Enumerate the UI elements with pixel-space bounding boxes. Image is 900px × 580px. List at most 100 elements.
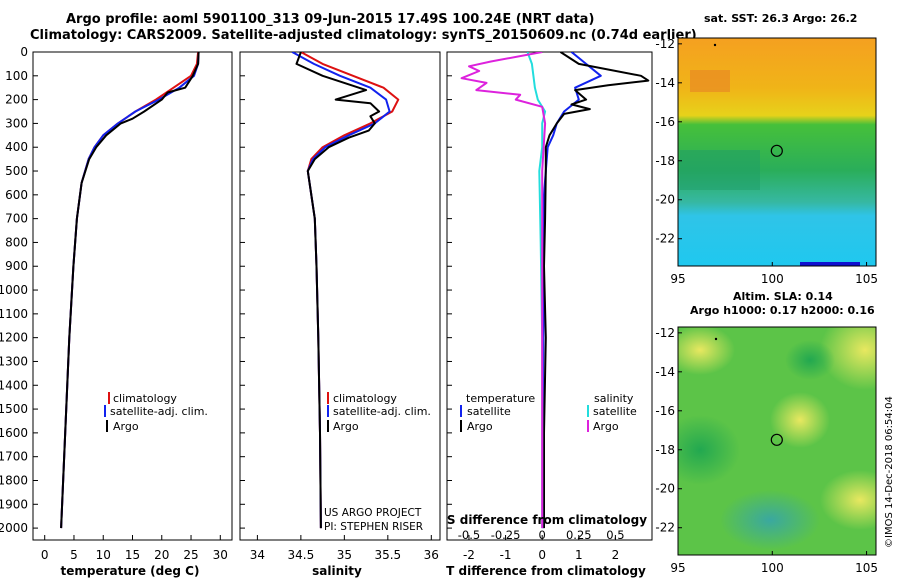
depth-tick-label: 1800 <box>0 473 28 487</box>
legend-label-s-argo: Argo <box>593 420 619 433</box>
depth-tick-label: 400 <box>5 140 28 154</box>
difference-legend: temperature satellite Argo salinity sate… <box>460 392 637 433</box>
lon-tick-label: 105 <box>855 561 878 575</box>
sla-high-patch <box>820 470 876 530</box>
lat-tick-label: -14 <box>655 76 675 90</box>
sst-cool-patch <box>680 150 760 190</box>
lat-tick-label: -16 <box>655 404 675 418</box>
s-diff-tick-label: 0.5 <box>606 528 624 542</box>
depth-tick-label: 1500 <box>0 402 28 416</box>
legend-label-satellite: satellite-adj. clim. <box>110 405 208 418</box>
depth-tick-label: 1700 <box>0 450 28 464</box>
lon-tick-label: 100 <box>761 272 784 286</box>
lat-tick-label: -22 <box>655 521 675 535</box>
x-tick-label: 15 <box>125 548 140 562</box>
sla-low-patch <box>785 340 835 380</box>
sst-map-ticks: 95 100 105 -12 -14 -16 -18 -20 -22 <box>655 37 878 286</box>
lon-tick-label: 95 <box>670 272 685 286</box>
island-dot <box>713 43 717 47</box>
x-tick-label: 25 <box>183 548 198 562</box>
series-line-t-satellite <box>541 52 602 529</box>
depth-tick-label: 1600 <box>0 426 28 440</box>
depth-tick-label: 1900 <box>0 497 28 511</box>
legend-label-t-argo: Argo <box>467 420 493 433</box>
s-diff-tick-label: -0.5 <box>458 528 480 542</box>
s-diff-tick-label: -0.25 <box>491 528 521 542</box>
x-tick-label: 35.5 <box>374 548 401 562</box>
float-position-marker <box>770 433 783 446</box>
legend-heading-salinity: salinity <box>594 392 634 405</box>
legend-label-climatology: climatology <box>113 392 177 405</box>
sla-map-ticks: 95 100 105 -12 -14 -16 -18 -20 -22 <box>655 326 878 575</box>
lat-tick-label: -14 <box>655 365 675 379</box>
lat-tick-label: -20 <box>655 193 675 207</box>
x-tick-label: 35 <box>337 548 352 562</box>
temperature-series <box>60 52 200 529</box>
s-diff-tick-label: 0 <box>539 528 546 542</box>
series-line-argo <box>295 52 381 529</box>
legend-label-argo: Argo <box>333 420 359 433</box>
s-difference-axis-label: S difference from climatology <box>447 513 647 527</box>
depth-tick-label: 2000 <box>0 521 28 535</box>
float-position-marker <box>770 144 783 157</box>
depth-tick-label: 1200 <box>0 331 28 345</box>
sla-high-patch <box>770 392 830 448</box>
lat-tick-label: -16 <box>655 115 675 129</box>
sla-map-title-line1: Altim. SLA: 0.14 <box>733 290 833 303</box>
x-tick-label: 34.5 <box>288 548 315 562</box>
legend-label-s-satellite: satellite <box>593 405 637 418</box>
temperature-panel: 0 5 10 15 20 25 30 temperature (deg C) climato… <box>32 51 233 578</box>
x-tick-label: 36 <box>424 548 439 562</box>
x-tick-label: 1 <box>575 548 583 562</box>
island-dot <box>714 337 718 341</box>
sla-map-frame <box>677 326 877 556</box>
lon-tick-label: 95 <box>670 561 685 575</box>
x-tick-label: 5 <box>70 548 78 562</box>
sla-high-patch <box>678 327 735 375</box>
lon-tick-label: 105 <box>855 272 878 286</box>
depth-tick-label: 100 <box>5 69 28 83</box>
x-tick-label: 0 <box>41 548 49 562</box>
lat-tick-label: -18 <box>655 154 675 168</box>
depth-tick-label: 900 <box>5 259 28 273</box>
lat-tick-label: -22 <box>655 232 675 246</box>
salinity-plot-frame <box>239 51 441 541</box>
header-title-line2: Climatology: CARS2009. Satellite-adjuste… <box>30 28 697 43</box>
x-tick-label: 20 <box>154 548 169 562</box>
sla-low-patch <box>678 415 740 485</box>
sst-map: 95 100 105 -12 -14 -16 -18 -20 -22 <box>655 37 878 286</box>
depth-tick-label: 300 <box>5 116 28 130</box>
sla-low-patch <box>720 490 820 550</box>
depth-tick-label: 0 <box>20 45 28 59</box>
temperature-legend: climatology satellite-adj. clim. Argo <box>104 392 208 433</box>
salinity-legend: climatology satellite-adj. clim. Argo <box>327 392 431 433</box>
salinity-series <box>291 52 400 529</box>
series-line-s-argo <box>460 52 547 529</box>
difference-plot-frame <box>446 51 653 541</box>
x-tick-label: 10 <box>96 548 111 562</box>
salinity-panel: 34 34.5 35 35.5 36 salinity climatology sate… <box>239 51 441 578</box>
sst-missing-strip <box>800 262 860 266</box>
sla-map-title-line2: Argo h1000: 0.17 h2000: 0.16 <box>690 304 875 317</box>
lon-tick-label: 100 <box>761 561 784 575</box>
x-tick-label: -1 <box>500 548 512 562</box>
series-line-t-argo <box>543 52 650 529</box>
depth-axis: 0 100 200 300 400 500 600 700 800 900 1000 1100 1200… <box>0 45 28 535</box>
x-tick-label: 0 <box>538 548 546 562</box>
s-diff-tick-label: 0.25 <box>566 528 592 542</box>
sla-map: 95 100 105 -12 -14 -16 -18 -20 -22 <box>655 326 878 575</box>
difference-panel: -2 -1 0 1 2 -0.5 -0.25 0 0.25 0.5 T difference fr… <box>446 51 653 578</box>
legend-heading-temperature: temperature <box>466 392 535 405</box>
sst-warm-patch <box>690 70 730 92</box>
t-difference-axis-label: T difference from climatology <box>446 564 646 578</box>
difference-series <box>460 52 650 529</box>
legend-label-satellite: satellite-adj. clim. <box>333 405 431 418</box>
header-title-line1: Argo profile: aoml 5901100_313 09-Jun-20… <box>66 12 595 27</box>
lat-tick-label: -12 <box>655 326 675 340</box>
depth-tick-label: 500 <box>5 164 28 178</box>
pi-annotation: PI: STEPHEN RISER <box>324 521 423 533</box>
depth-tick-label: 1400 <box>0 378 28 392</box>
depth-tick-label: 700 <box>5 212 28 226</box>
depth-tick-label: 800 <box>5 235 28 249</box>
depth-tick-label: 1100 <box>0 307 28 321</box>
